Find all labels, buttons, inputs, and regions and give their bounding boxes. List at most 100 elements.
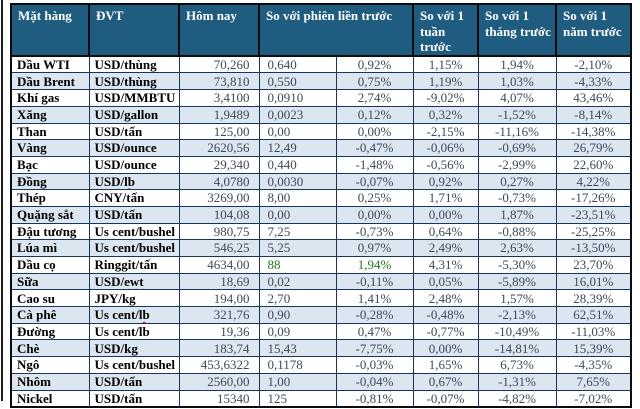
today-price-cell: 453,6322	[178, 356, 260, 374]
change-pct-cell: -0,73%	[335, 222, 414, 241]
month-change-cell: 1,57%	[477, 289, 557, 308]
month-change-cell: -0,88%	[477, 222, 557, 241]
today-price-cell: 321,76	[178, 306, 260, 324]
change-pct-cell: -0,03%	[335, 356, 414, 374]
today-price-cell: 546,25	[178, 239, 260, 258]
month-change-cell: -4,82%	[477, 389, 557, 408]
week-change-cell: -0,48%	[412, 306, 479, 324]
year-change-cell: -23,51%	[555, 205, 632, 224]
today-price-cell: 980,75	[178, 222, 260, 241]
spellcheck-flagged-text: lb	[138, 323, 150, 339]
year-change-cell: -4,33%	[555, 72, 632, 91]
header-vs-week: So với 1 tuần trước	[412, 3, 479, 57]
year-change-cell: 22,60%	[555, 155, 632, 174]
change-abs-cell: 2,70	[258, 289, 337, 308]
change-abs-cell: 125	[258, 389, 337, 408]
commodity-name-cell: Dầu WTI	[10, 55, 90, 74]
change-pct-cell: 1,41%	[335, 289, 414, 308]
table-row: Nickel USD/tấn 15340 125 -0,81% -0,07% -…	[10, 389, 632, 408]
change-pct-cell: 1,94%	[335, 256, 414, 274]
year-change-cell: -14,38%	[555, 122, 632, 141]
table-row: Xăng USD/gallon 1,9489 0,0023 0,12% 0,32…	[10, 105, 632, 124]
week-change-cell: 2,48%	[412, 289, 479, 308]
month-change-cell: -5,30%	[477, 256, 557, 274]
change-pct-cell: -0,04%	[335, 372, 414, 391]
header-product: Mặt hàng	[10, 3, 90, 57]
unit-cell: USD/tấn	[88, 205, 180, 224]
today-price-cell: 2620,56	[178, 139, 260, 157]
change-pct-cell: 0,00%	[335, 122, 414, 141]
change-abs-cell: 8,00	[258, 189, 337, 207]
week-change-cell: -0,07%	[412, 389, 479, 408]
week-change-cell: 2,49%	[412, 239, 479, 258]
commodity-name-cell: Dầu Brent	[10, 72, 90, 91]
today-price-cell: 4634,00	[178, 256, 260, 274]
month-change-cell: -2,13%	[477, 306, 557, 324]
unit-cell: USD/thùng	[88, 55, 180, 74]
year-change-cell: -4,35%	[555, 356, 632, 374]
change-abs-cell: 0,1178	[258, 356, 337, 374]
change-abs-cell: 1,00	[258, 372, 337, 391]
today-price-cell: 29,340	[178, 155, 260, 174]
today-price-cell: 4,0780	[178, 172, 260, 191]
commodity-name-cell: Cà phê	[10, 306, 90, 324]
change-abs-cell: 0,02	[258, 272, 337, 291]
week-change-cell: -2,15%	[412, 122, 479, 141]
month-change-cell: -1,52%	[477, 105, 557, 124]
unit-cell: USD/ounce	[88, 155, 180, 174]
change-abs-cell: 5,25	[258, 239, 337, 258]
year-change-cell: 23,70%	[555, 256, 632, 274]
commodity-name-cell: Sữa	[10, 272, 90, 291]
table-row: Vàng USD/ounce 2620,56 12,49 -0,47% -0,0…	[10, 139, 632, 157]
year-change-cell: 43,46%	[555, 89, 632, 107]
change-pct-cell: -0,47%	[335, 139, 414, 157]
year-change-cell: -13,50%	[555, 239, 632, 258]
commodity-name-cell: Bạc	[10, 155, 90, 174]
spellcheck-flagged-text: lb	[138, 307, 150, 323]
month-change-cell: 4,07%	[477, 89, 557, 107]
unit-cell: Us cent/lb	[88, 306, 180, 324]
week-change-cell: 0,00%	[412, 205, 479, 224]
change-pct-cell: -1,48%	[335, 155, 414, 174]
today-price-cell: 3,4100	[178, 89, 260, 107]
commodity-name-cell: Ngô	[10, 356, 90, 374]
header-unit: ĐVT	[88, 3, 180, 57]
today-price-cell: 104,08	[178, 205, 260, 224]
week-change-cell: 1,65%	[412, 356, 479, 374]
commodity-name-cell: Thép	[10, 189, 90, 207]
table-row: Đường Us cent/lb 19,36 0,09 0,47% -0,77%…	[10, 322, 632, 341]
year-change-cell: -2,10%	[555, 55, 632, 74]
change-pct-cell: 0,00%	[335, 205, 414, 224]
change-abs-cell: 0,640	[258, 55, 337, 74]
today-price-cell: 194,00	[178, 289, 260, 308]
table-row: Sữa USD/ewt 18,69 0,02 -0,11% 0,05% -5,8…	[10, 272, 632, 291]
change-abs-cell: 88	[258, 256, 337, 274]
table-row: Khí gas USD/MMBTU 3,4100 0,0910 2,74% -9…	[10, 89, 632, 107]
table-row: Dầu WTI USD/thùng 70,260 0,640 0,92% 1,1…	[10, 55, 632, 74]
change-pct-cell: 0,47%	[335, 322, 414, 341]
week-change-cell: 0,32%	[412, 105, 479, 124]
table-header-row: Mặt hàng ĐVT Hôm nay So với phiên liền t…	[10, 3, 632, 57]
year-change-cell: 15,39%	[555, 339, 632, 358]
commodity-name-cell: Dầu cọ	[10, 256, 90, 274]
change-abs-cell: 15,43	[258, 339, 337, 358]
today-price-cell: 70,260	[178, 55, 260, 74]
unit-cell: USD/tấn	[88, 372, 180, 391]
commodity-name-cell: Đường	[10, 322, 90, 341]
commodity-name-cell: Đồng	[10, 172, 90, 191]
year-change-cell: 7,65%	[555, 372, 632, 391]
week-change-cell: 0,00%	[412, 339, 479, 358]
commodity-name-cell: Nickel	[10, 389, 90, 408]
table-row: Cà phê Us cent/lb 321,76 0,90 -0,28% -0,…	[10, 306, 632, 324]
unit-cell: CNY/tấn	[88, 189, 180, 207]
week-change-cell: -0,56%	[412, 155, 479, 174]
month-change-cell: -11,16%	[477, 122, 557, 141]
change-abs-cell: 12,49	[258, 139, 337, 157]
today-price-cell: 73,810	[178, 72, 260, 91]
year-change-cell: -11,03%	[555, 322, 632, 341]
change-pct-cell: 0,92%	[335, 55, 414, 74]
header-vs-month: So với 1 tháng trước	[477, 3, 557, 57]
table-row: Thép CNY/tấn 3269,00 8,00 0,25% 1,71% -0…	[10, 189, 632, 207]
table-row: Dầu cọ Ringgit/tấn 4634,00 88 1,94% 4,31…	[10, 256, 632, 274]
week-change-cell: 0,67%	[412, 372, 479, 391]
